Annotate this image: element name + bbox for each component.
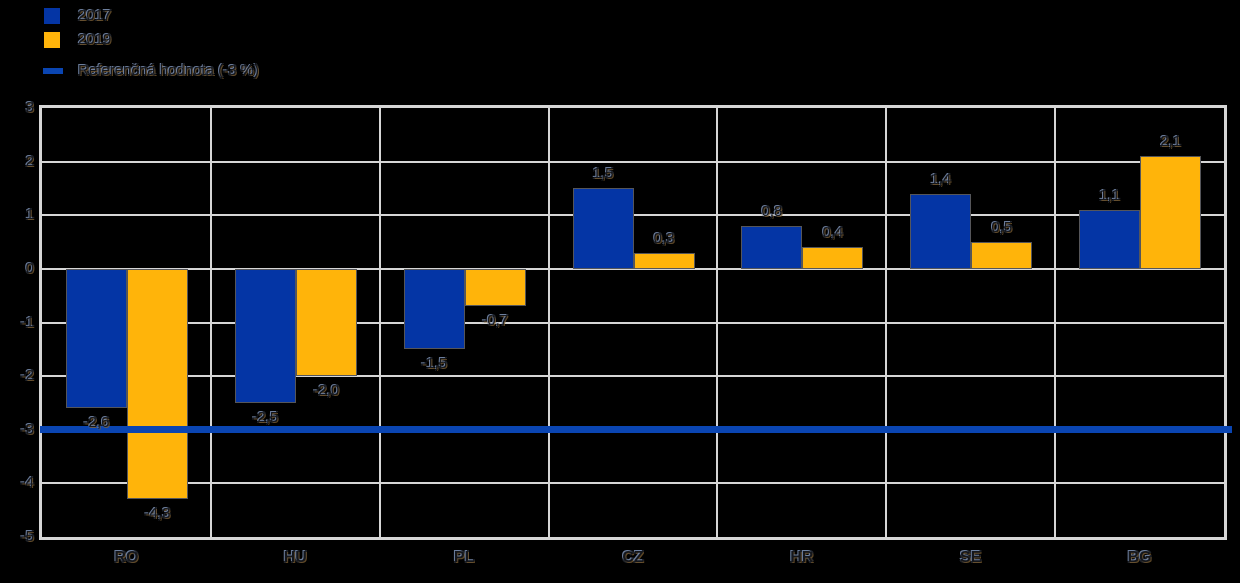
legend-label-2019: 2019 <box>78 31 112 48</box>
legend-item-reference: Referenčná hodnota (-3 %) <box>43 62 259 79</box>
bar-value-label: -2,5 <box>252 408 279 426</box>
x-axis-label: RO <box>114 549 139 566</box>
y-tick-label: 1 <box>25 206 34 224</box>
bar-2017-BG <box>1079 209 1141 269</box>
legend-item-2017: 2017 <box>44 7 111 24</box>
legend-label-2017: 2017 <box>78 7 112 24</box>
y-tick-label: -2 <box>20 367 34 385</box>
bar-2017-CZ <box>572 188 634 269</box>
legend-swatch-reference-line <box>43 68 63 74</box>
bar-value-label: 2,1 <box>1160 133 1182 151</box>
gridline-vertical <box>378 108 381 537</box>
y-tick-label: -5 <box>20 528 34 545</box>
bar-2017-HR <box>741 225 803 269</box>
bar-2017-HU <box>234 268 296 403</box>
bar-value-label: 0,5 <box>991 219 1013 237</box>
y-tick-label: -4 <box>20 474 34 492</box>
gridline-horizontal <box>42 267 1224 270</box>
bar-2019-BG <box>1140 156 1202 269</box>
x-axis-label: BG <box>1127 549 1152 566</box>
gridline-horizontal <box>42 160 1224 163</box>
bar-value-label: 0,8 <box>761 202 783 220</box>
y-tick-label: 0 <box>25 259 34 277</box>
y-tick-label: 2 <box>25 152 34 170</box>
bar-2019-HR <box>802 247 864 269</box>
bar-value-label: 1,1 <box>1099 186 1121 204</box>
y-tick-label: -3 <box>20 420 34 438</box>
bar-2017-RO <box>66 268 127 409</box>
bar-value-label: -0,7 <box>482 312 509 330</box>
gridline-horizontal <box>42 482 1224 485</box>
x-axis-label: SE <box>960 549 982 566</box>
x-axis-label: HR <box>790 549 814 566</box>
bar-2019-RO <box>127 268 188 500</box>
gridline-vertical <box>547 108 550 537</box>
bar-2019-CZ <box>633 252 695 269</box>
bar-2017-SE <box>910 193 972 269</box>
bar-2017-PL <box>403 268 465 350</box>
bar-value-label: -2,6 <box>83 414 110 432</box>
gridline-vertical <box>209 108 212 537</box>
legend-swatch-2019 <box>44 32 60 48</box>
legend-label-reference: Referenčná hodnota (-3 %) <box>78 62 259 79</box>
bar-2019-PL <box>464 268 526 307</box>
x-axis-label: HU <box>283 549 307 566</box>
gridline-vertical <box>1054 108 1057 537</box>
bar-value-label: -1,5 <box>421 355 448 373</box>
legend-item-2019: 2019 <box>44 31 111 48</box>
bar-value-label: 0,4 <box>822 224 844 242</box>
gridline-vertical <box>885 108 888 537</box>
bar-value-label: 1,5 <box>592 165 614 183</box>
y-tick-label: -1 <box>20 313 34 331</box>
legend-swatch-2017 <box>44 8 60 24</box>
bar-value-label: 1,4 <box>930 170 952 188</box>
gridline-horizontal <box>42 375 1224 378</box>
gridline-horizontal <box>42 321 1224 324</box>
x-axis-label: CZ <box>622 549 644 566</box>
bar-value-label: -2,0 <box>313 382 340 400</box>
bar-value-label: -4,3 <box>144 505 171 523</box>
gridline-vertical <box>716 108 719 537</box>
reference-line <box>40 426 1232 434</box>
bar-2019-HU <box>295 268 357 377</box>
bar-value-label: 0,3 <box>653 229 675 247</box>
y-tick-label: 3 <box>25 99 34 116</box>
x-axis-label: PL <box>453 549 475 566</box>
plot-area: -2,6 -2,5 -1,5 1,5 0,8 1,4 1,1 -4,3 -2,0 -0,7 0,3 0… <box>39 105 1232 540</box>
bar-2019-SE <box>971 242 1033 269</box>
